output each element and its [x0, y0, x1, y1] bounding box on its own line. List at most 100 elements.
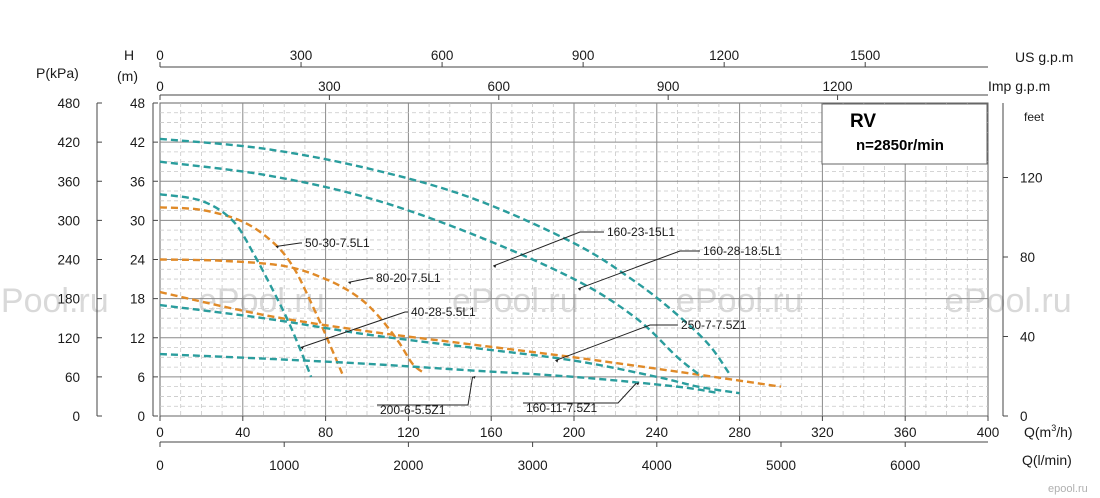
curve-label-50-30-7.5L1: 50-30-7.5L1 [305, 236, 370, 250]
feet-tick-label: 0 [1020, 409, 1028, 424]
q-lmin-axis-title: Q(l/min) [1022, 452, 1072, 468]
series-curve-160-23-15L1 [159, 160, 704, 378]
head-tick-label: 6 [137, 370, 145, 385]
curve-label-160-23-15L1: 160-23-15L1 [607, 225, 675, 239]
leader-arrow-50-30-7.5L1 [275, 245, 279, 249]
watermark-text: ePool.ru [0, 282, 109, 320]
q-m3h-tick-label: 240 [646, 425, 669, 440]
us-gpm-tick-label: 300 [290, 48, 313, 63]
leader-arrow-160-11-7.5Z1 [636, 382, 640, 386]
info-box: RV n=2850r/min [821, 103, 988, 165]
pressure-tick-label: 240 [57, 253, 80, 268]
q-m3h-tick-label: 280 [728, 425, 751, 440]
imp-gpm-tick-label: 300 [318, 79, 341, 94]
imp-gpm-axis-title: Imp g.p.m [988, 78, 1050, 94]
pressure-tick-label: 300 [57, 213, 80, 228]
q-lmin-tick-label: 1000 [269, 458, 299, 473]
q-m3h-tick-label: 120 [397, 425, 420, 440]
right-axis: feet [1002, 103, 1045, 416]
chart-subtitle: n=2850r/min [856, 137, 944, 154]
us-gpm-tick-label: 0 [156, 48, 164, 63]
leader-arrow-160-28-18.5L1 [578, 287, 582, 291]
feet-tick-label: 120 [1020, 170, 1043, 185]
q-m3h-tick-label: 320 [811, 425, 834, 440]
leader-line-160-23-15L1 [493, 231, 604, 267]
left-axes: P(kPa) H (m) [36, 47, 154, 416]
q-m3h-axis-title: Q(m3/h) [1024, 423, 1073, 440]
q-m3h-axis-title-sup: 3 [1051, 423, 1056, 433]
imp-gpm-tick-label: 600 [488, 79, 511, 94]
q-lmin-tick-label: 6000 [890, 458, 920, 473]
imp-gpm-tick-label: 1200 [823, 79, 853, 94]
curve-label-250-7-7.5Z1: 250-7-7.5Z1 [681, 318, 747, 332]
annotation-layer: 160-23-15L1 160-28-18.5L1 50-30-7.5L1 80-20… [275, 225, 781, 417]
q-m3h-tick-label: 0 [156, 425, 164, 440]
head-tick-label: 18 [130, 292, 145, 307]
q-m3h-tick-label: 40 [235, 425, 250, 440]
q-m3h-tick-label: 200 [563, 425, 586, 440]
q-m3h-axis-title-base: Q(m [1024, 424, 1051, 440]
q-m3h-axis-title-tail: /h) [1056, 424, 1072, 440]
leader-line-80-20-7.5L1 [348, 277, 373, 283]
q-m3h-tick-label: 400 [977, 425, 1000, 440]
head-axis-title: H [124, 47, 134, 63]
pressure-tick-label: 0 [72, 409, 80, 424]
q-lmin-tick-label: 3000 [518, 458, 548, 473]
q-lmin-tick-label: 0 [156, 458, 164, 473]
head-tick-label: 48 [130, 96, 145, 111]
series-curve-50-30-7.5L1 [159, 206, 344, 375]
q-lmin-tick-label: 4000 [642, 458, 672, 473]
pressure-tick-label: 360 [57, 174, 80, 189]
series-layer [159, 137, 782, 395]
leader-line-40-28-5.5L1 [300, 311, 408, 349]
q-m3h-tick-label: 80 [318, 425, 333, 440]
pressure-tick-label: 60 [65, 370, 80, 385]
leader-arrow-40-28-5.5L1 [300, 346, 304, 350]
leader-arrow-80-20-7.5L1 [348, 281, 352, 285]
leader-line-50-30-7.5L1 [275, 242, 302, 247]
watermark-text: ePool.ru [452, 282, 579, 320]
leader-arrow-160-23-15L1 [493, 265, 497, 269]
bottom-axes: Q(m3/h) Q(l/min) [160, 423, 1073, 468]
imp-gpm-tick-label: 900 [657, 79, 680, 94]
leader-line-250-7-7.5Z1 [555, 324, 678, 362]
feet-axis-title: feet [1024, 110, 1045, 124]
head-axis-unit: (m) [117, 68, 138, 84]
head-tick-label: 12 [130, 331, 145, 346]
series-curve-160-28-18.5L1 [159, 137, 731, 375]
us-gpm-tick-label: 1500 [850, 48, 880, 63]
head-tick-label: 42 [130, 135, 145, 150]
curve-label-160-11-7.5Z1: 160-11-7.5Z1 [526, 401, 597, 415]
q-m3h-tick-label: 360 [894, 425, 917, 440]
feet-tick-label: 40 [1020, 329, 1035, 344]
us-gpm-axis-title: US g.p.m [1015, 49, 1073, 65]
head-tick-label: 0 [137, 409, 145, 424]
leader-arrow-200-6-5.5Z1 [472, 375, 476, 379]
q-lmin-tick-label: 5000 [766, 458, 796, 473]
leader-line-200-6-5.5Z1 [377, 376, 474, 406]
chart-title: RV [850, 111, 876, 132]
pressure-tick-label: 480 [57, 96, 80, 111]
imp-gpm-tick-label: 0 [156, 79, 164, 94]
pressure-axis-title: P(kPa) [36, 65, 79, 81]
leader-arrow-250-7-7.5Z1 [555, 359, 559, 363]
curve-label-160-28-18.5L1: 160-28-18.5L1 [703, 244, 781, 258]
q-lmin-tick-label: 2000 [393, 458, 423, 473]
head-tick-label: 36 [130, 174, 145, 189]
leader-line-160-28-18.5L1 [577, 250, 700, 290]
head-tick-label: 30 [130, 213, 145, 228]
series-curve-160-11-7.5Z1 [159, 303, 740, 395]
us-gpm-tick-label: 900 [572, 48, 595, 63]
series-curve-200-6-5.5Z1 [159, 352, 720, 395]
pressure-tick-label: 120 [57, 331, 80, 346]
head-tick-label: 24 [130, 253, 146, 268]
watermark-text: ePool.ru [945, 282, 1072, 320]
curve-label-40-28-5.5L1: 40-28-5.5L1 [411, 305, 476, 319]
us-gpm-tick-label: 1200 [709, 48, 739, 63]
top-axes: US g.p.m Imp g.p.m [160, 49, 1073, 96]
series-curve-250-7-7.5Z1 [159, 290, 782, 388]
pressure-tick-label: 420 [57, 135, 80, 150]
series-curve-40-28-5.5L1 [159, 193, 313, 378]
